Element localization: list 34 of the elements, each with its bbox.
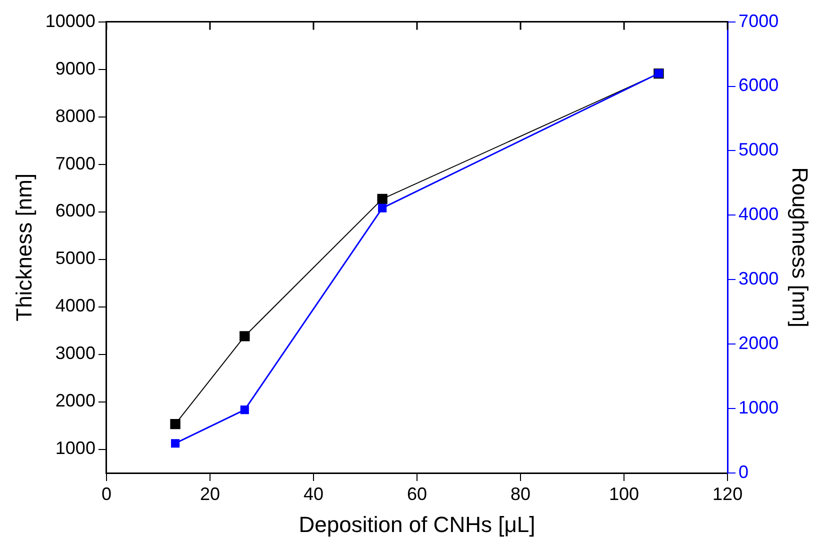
y-tick-label: 4000 bbox=[55, 296, 96, 316]
x-tick-label: 0 bbox=[101, 484, 112, 504]
y2-axis-title: Roughness [nm] bbox=[788, 167, 813, 328]
y-tick-label: 9000 bbox=[55, 58, 96, 78]
x-tick-label: 20 bbox=[200, 484, 220, 504]
y-axis-title: Thickness [nm] bbox=[11, 173, 36, 322]
y2-tick-label: 1000 bbox=[738, 398, 779, 418]
y2-tick-label: 5000 bbox=[738, 140, 779, 160]
y2-tick-label: 6000 bbox=[738, 75, 779, 96]
y-tick-label: 10000 bbox=[45, 10, 96, 31]
y-tick-label: 8000 bbox=[55, 106, 96, 126]
y-tick-label: 5000 bbox=[55, 248, 96, 268]
x-tick-label: 60 bbox=[406, 484, 428, 504]
point bbox=[170, 418, 180, 430]
point bbox=[378, 204, 387, 212]
y-tick-label: 7000 bbox=[55, 153, 96, 174]
y-tick-label: 2000 bbox=[55, 390, 96, 411]
y-tick-label: 6000 bbox=[55, 200, 96, 221]
y2-tick-label: 4000 bbox=[738, 204, 779, 224]
y-tick-label: 3000 bbox=[55, 343, 96, 364]
y2-tick-label: 7000 bbox=[738, 10, 779, 31]
point bbox=[240, 331, 250, 342]
y-tick-label: 1000 bbox=[55, 438, 96, 458]
x-tick-label: 100 bbox=[609, 484, 640, 504]
x-tick-label: 80 bbox=[510, 484, 531, 504]
x-tick-label: 40 bbox=[303, 484, 324, 504]
x-axis-title: Deposition of CNHs [μL] bbox=[298, 512, 536, 537]
y2-tick-label: 2000 bbox=[738, 333, 779, 354]
point bbox=[377, 194, 388, 204]
y2-tick-label: 3000 bbox=[738, 268, 779, 289]
x-tick-label: 120 bbox=[712, 484, 743, 504]
point bbox=[171, 439, 180, 448]
point bbox=[240, 406, 249, 414]
y2-tick-label: 0 bbox=[738, 462, 749, 482]
